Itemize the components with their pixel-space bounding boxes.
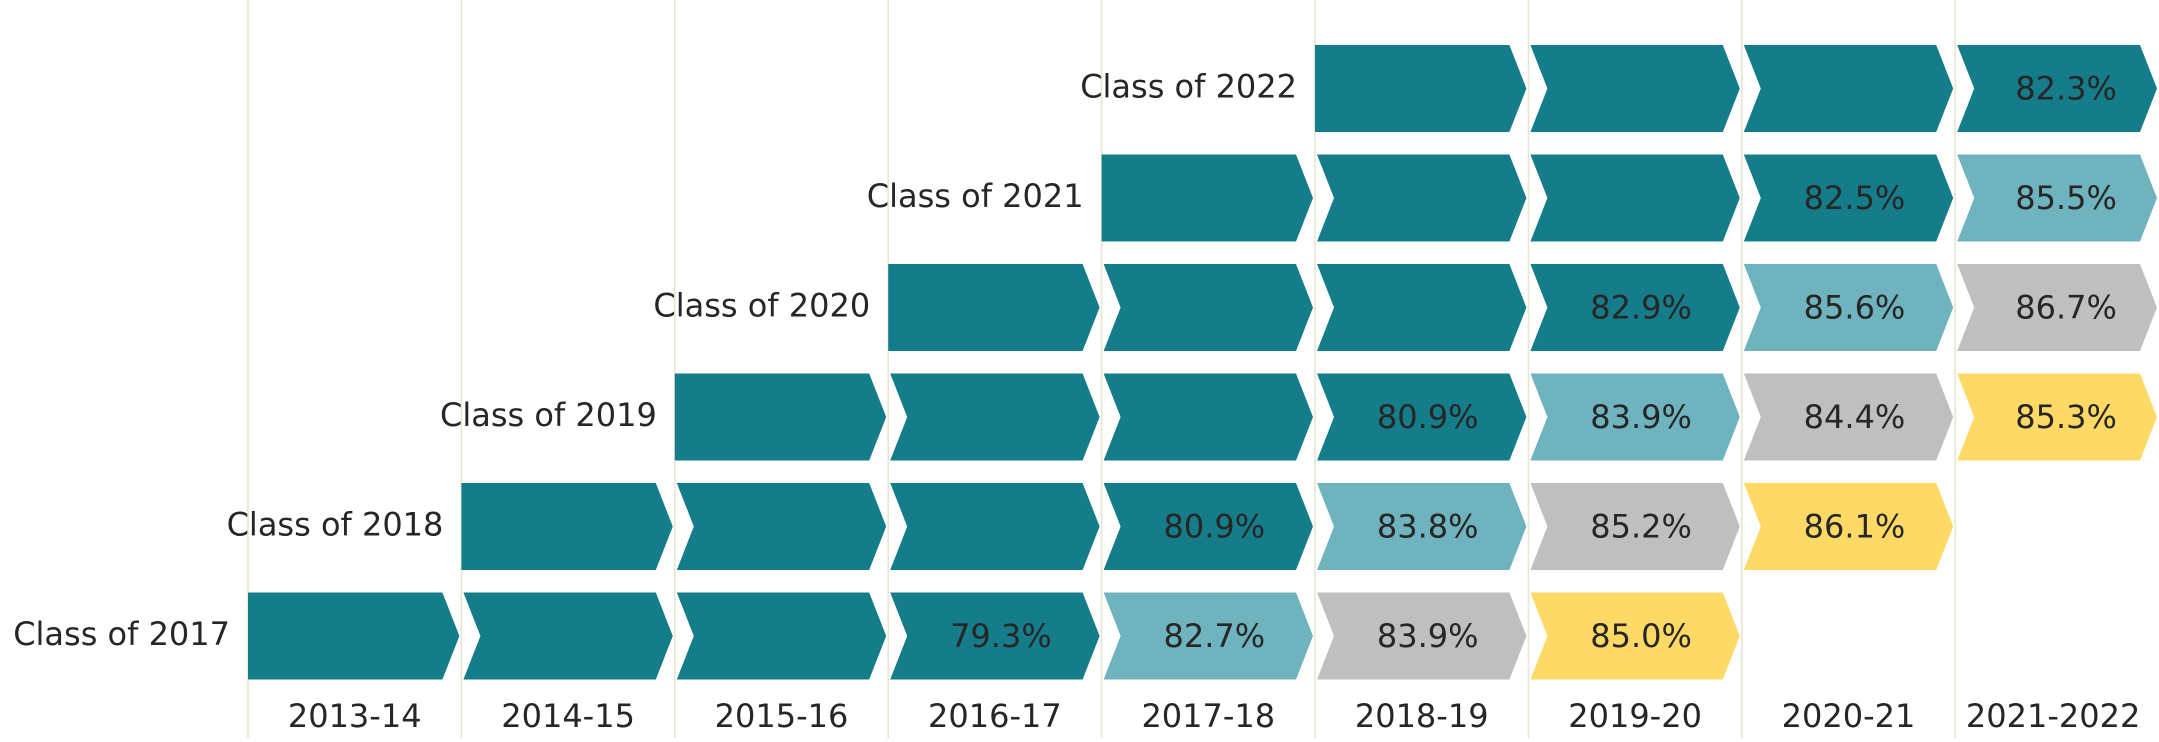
x-tick-label: 2013-14 (288, 697, 422, 735)
row-label: Class of 2019 (440, 396, 657, 434)
value-label: 82.3% (2015, 70, 2117, 108)
chevron (463, 592, 673, 680)
chevron (1530, 373, 1740, 461)
chevron (1103, 264, 1313, 351)
row-label: Class of 2018 (227, 506, 444, 544)
x-tick-label: 2015-16 (715, 697, 849, 735)
chevron (1530, 592, 1740, 680)
row-label: Class of 2021 (867, 177, 1084, 215)
chevron (1530, 264, 1740, 351)
chevron (1317, 154, 1527, 242)
value-label: 85.3% (2015, 398, 2117, 436)
chevron (1315, 45, 1527, 132)
value-label: 85.6% (1804, 289, 1906, 327)
chevron (1530, 45, 1740, 132)
value-label: 79.3% (950, 617, 1052, 655)
row-label: Class of 2022 (1080, 68, 1297, 106)
chevron (1957, 264, 2157, 351)
x-tick-label: 2018-19 (1355, 697, 1489, 735)
x-tick-label: 2020-21 (1782, 697, 1916, 735)
x-tick-label: 2021-2022 (1966, 697, 2140, 735)
chevron (1317, 483, 1527, 570)
chevron (890, 592, 1100, 680)
x-tick-label: 2017-18 (1141, 697, 1275, 735)
chevron (1957, 373, 2157, 461)
chevron (1743, 45, 1954, 132)
chevron (676, 592, 887, 680)
chevron (1317, 373, 1527, 461)
chevron (888, 264, 1100, 351)
chevron (1317, 264, 1527, 351)
chevron (1743, 373, 1954, 461)
row-label: Class of 2017 (13, 615, 230, 653)
chevron (1101, 154, 1313, 242)
value-label: 85.0% (1590, 617, 1692, 655)
chevron (1317, 592, 1527, 680)
value-label: 85.5% (2015, 179, 2117, 217)
chevron (1743, 264, 1954, 351)
chevron (1957, 154, 2157, 242)
value-label: 84.4% (1804, 398, 1906, 436)
chevron (1103, 483, 1313, 570)
chevron (248, 592, 460, 680)
chevron (1530, 483, 1740, 570)
value-label: 83.9% (1377, 617, 1479, 655)
x-tick-label: 2014-15 (501, 697, 635, 735)
value-label: 80.9% (1377, 398, 1479, 436)
chevron (1103, 373, 1313, 461)
value-label: 82.5% (1804, 179, 1906, 217)
chevron (461, 483, 673, 570)
value-label: 85.2% (1590, 508, 1692, 546)
chevron (674, 373, 887, 461)
chevron (890, 373, 1100, 461)
chevron (1103, 592, 1313, 680)
value-label: 86.1% (1804, 508, 1906, 546)
chevron (1530, 154, 1740, 242)
value-label: 80.9% (1163, 508, 1265, 546)
x-tick-label: 2019-20 (1568, 697, 1702, 735)
chevron (890, 483, 1100, 570)
row-label: Class of 2020 (653, 287, 870, 325)
chevron (1743, 154, 1954, 242)
value-label: 82.7% (1163, 617, 1265, 655)
value-label: 83.9% (1590, 398, 1692, 436)
chevron (1957, 45, 2157, 132)
value-label: 82.9% (1590, 289, 1692, 327)
chevron (676, 483, 887, 570)
chevron (1743, 483, 1954, 570)
x-tick-label: 2016-17 (928, 697, 1062, 735)
value-label: 86.7% (2015, 289, 2117, 327)
value-label: 83.8% (1377, 508, 1479, 546)
